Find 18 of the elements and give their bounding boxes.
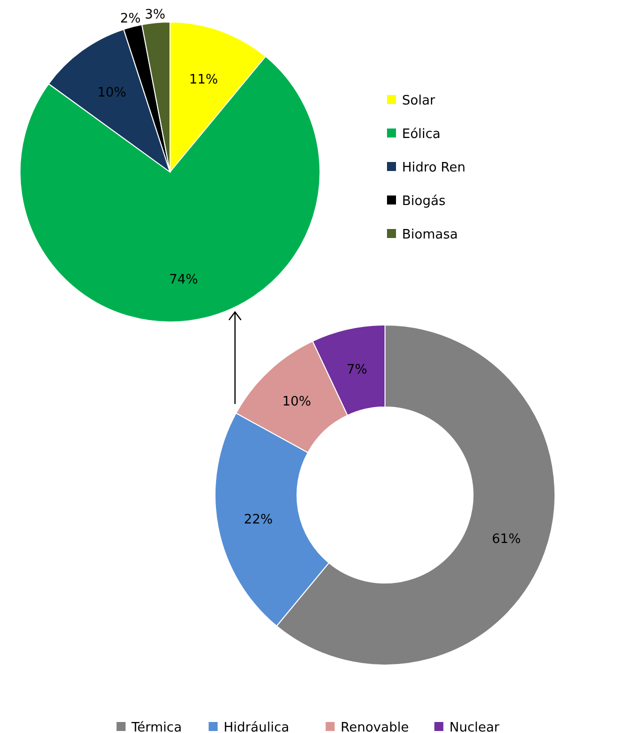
data-label: 61% <box>492 532 521 548</box>
data-label: 2% <box>120 12 141 27</box>
legend-label: Hidro Ren <box>402 160 466 176</box>
data-label: 74% <box>169 272 198 288</box>
data-label: 11% <box>189 72 218 88</box>
legend-label: Renovable <box>340 720 409 733</box>
data-label: 22% <box>244 512 273 528</box>
legend-label: Biogás <box>402 194 446 210</box>
legend-label: Solar <box>402 94 436 109</box>
legend-label: Hidráulica <box>224 720 290 733</box>
data-label: 3% <box>144 7 166 22</box>
legend-label: Eólica <box>402 127 441 142</box>
data-label: 10% <box>282 394 312 410</box>
legend-label: Nuclear <box>449 720 500 733</box>
legend-label: Térmica <box>130 720 182 733</box>
data-label: 7% <box>346 362 368 378</box>
data-label: 10% <box>97 85 126 100</box>
legend-label: Biomasa <box>402 228 458 243</box>
